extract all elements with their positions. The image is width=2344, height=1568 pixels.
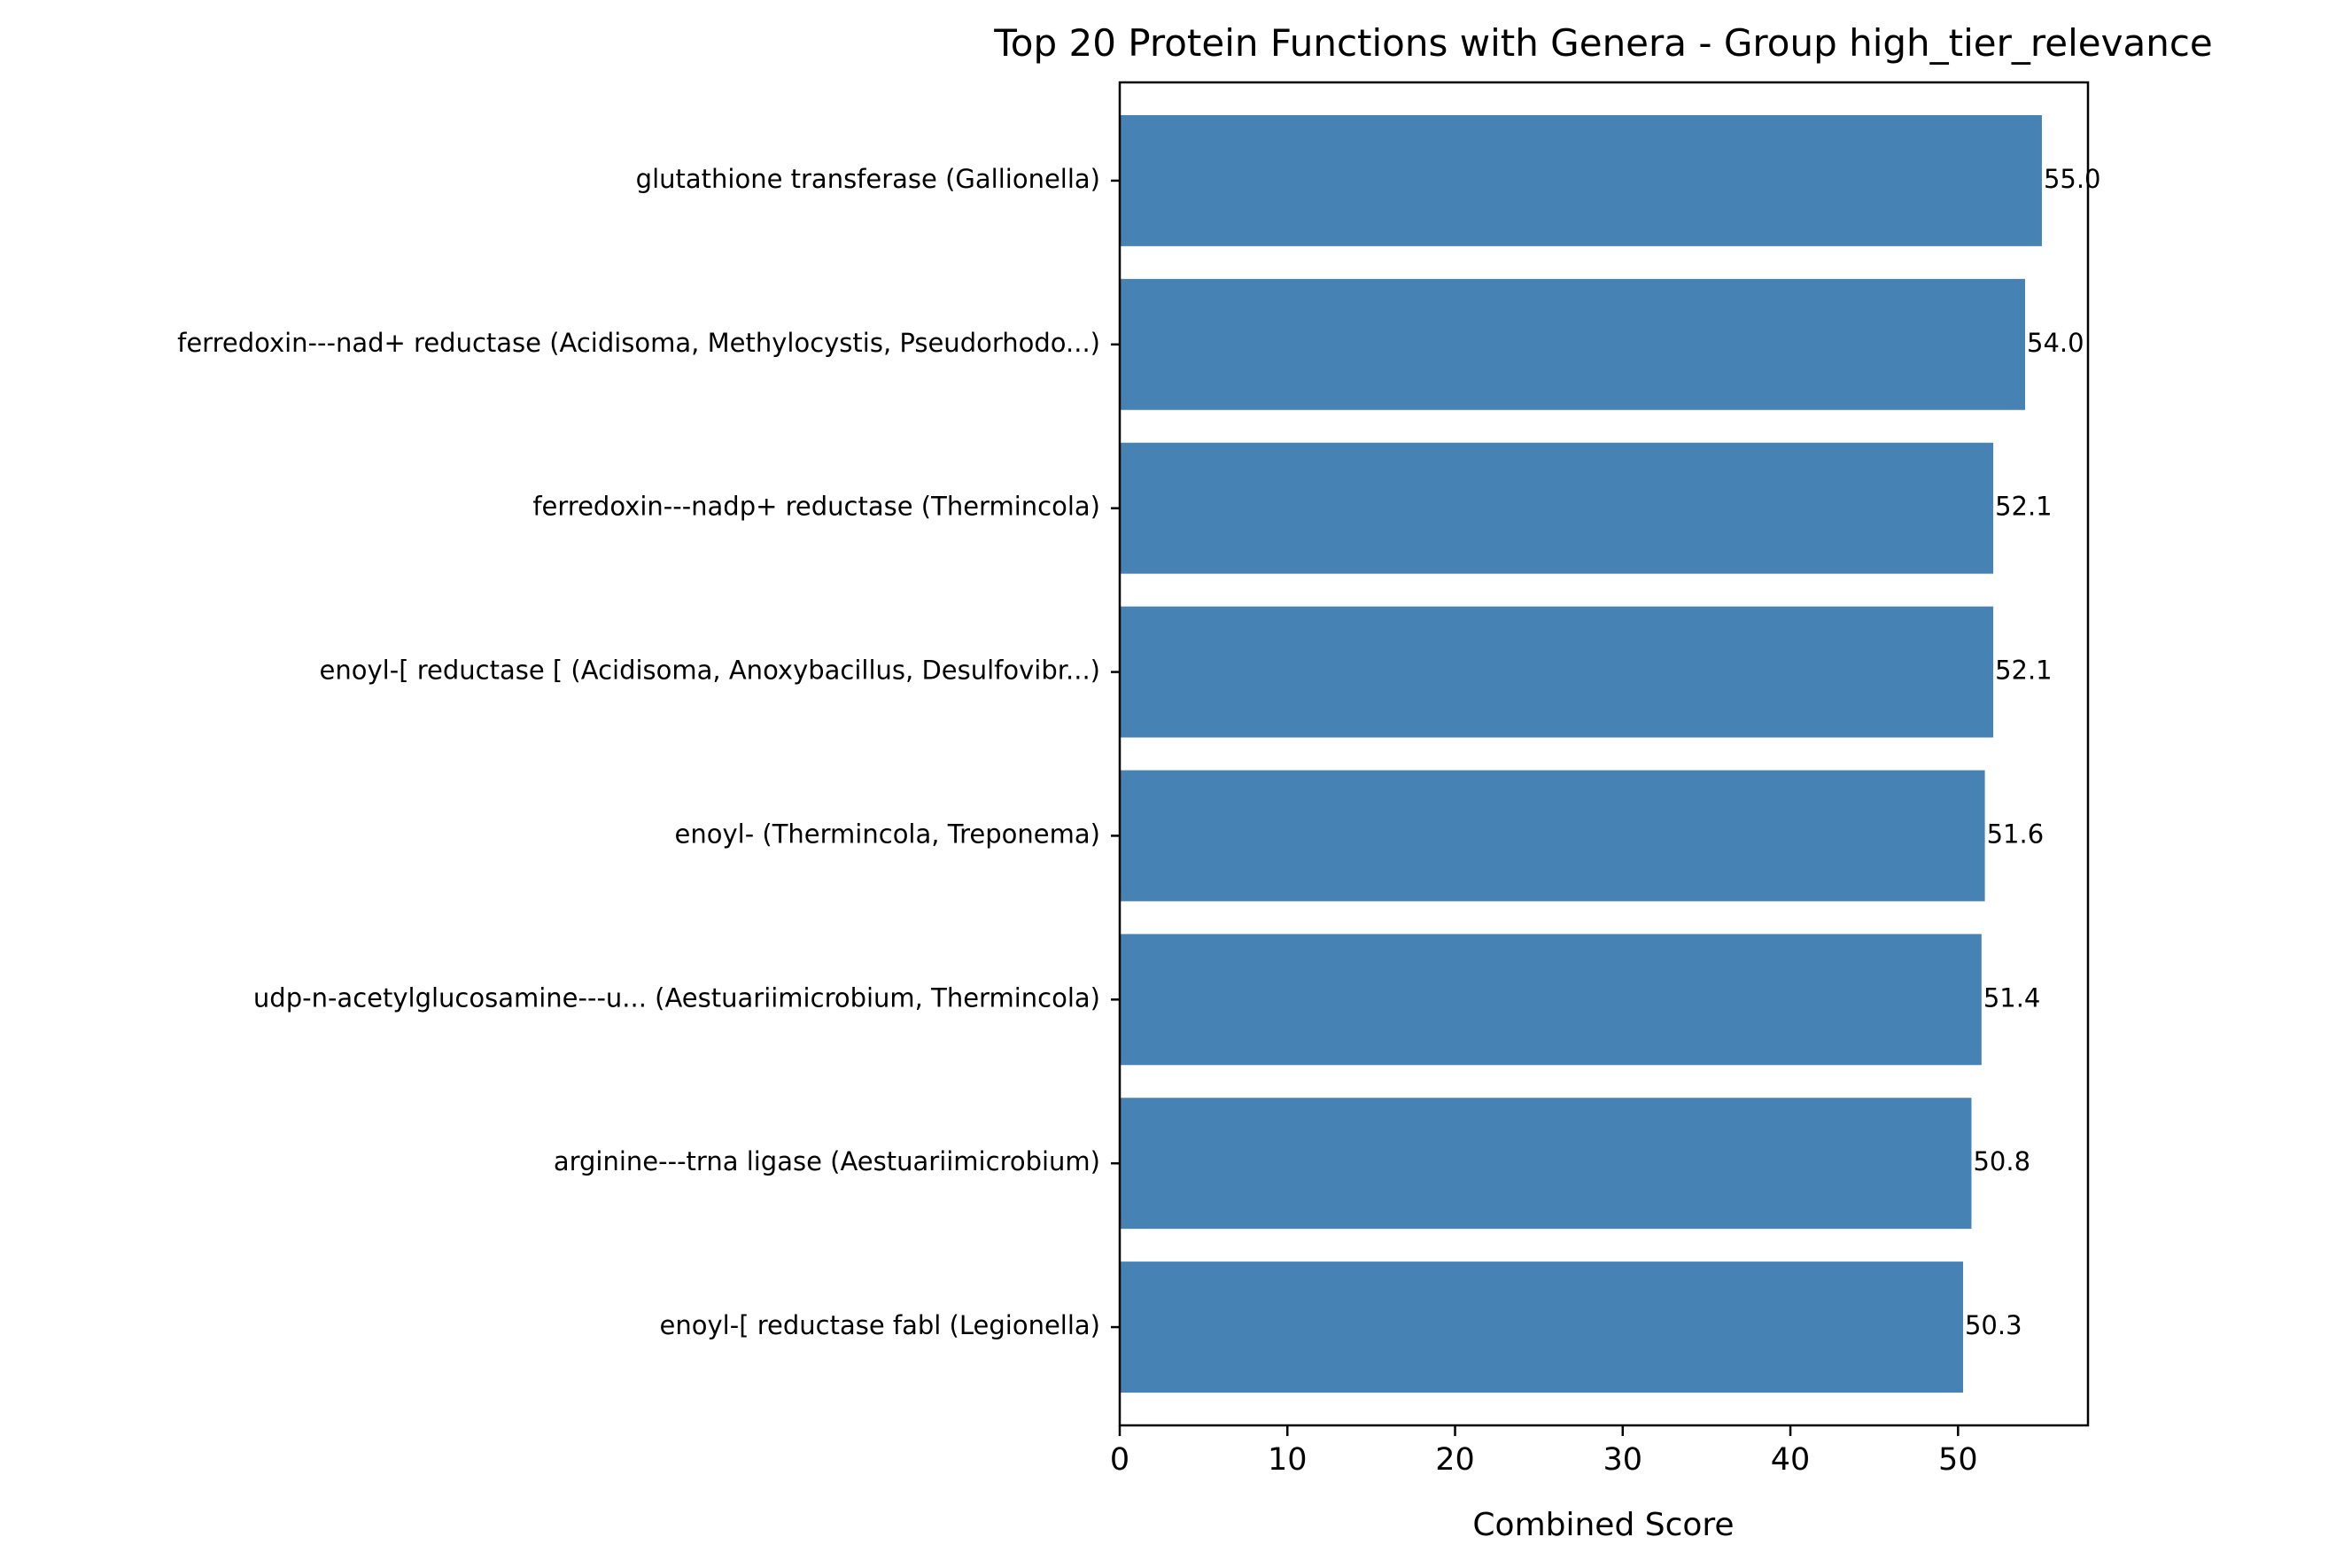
chart-title: Top 20 Protein Functions with Genera - G… [993,21,2213,65]
data-label: 52.1 [1995,656,2053,686]
bar [1120,278,2026,410]
x-tick-label: 10 [1268,1442,1308,1478]
category-label: ferredoxin---nadp+ reductase (Thermincol… [532,492,1100,522]
x-tick-label: 0 [1110,1442,1129,1478]
x-tick-label: 40 [1771,1442,1811,1478]
category-label: arginine---trna ligase (Aestuariimicrobi… [554,1146,1100,1176]
data-label: 51.6 [1987,819,2045,849]
bar [1120,1261,1963,1393]
x-axis: 0 10 20 30 40 50 [1110,1425,1978,1478]
bar [1120,1098,1972,1230]
bar [1120,606,1994,738]
x-tick-label: 30 [1603,1442,1643,1478]
plot-frame [1118,81,2090,1427]
data-label: 52.1 [1995,492,2053,522]
data-label: 50.3 [1965,1310,2022,1340]
data-label: 55.0 [2044,164,2101,194]
category-label: enoyl-[ reductase fabl (Legionella) [660,1310,1100,1340]
bar [1120,934,1982,1066]
category-labels: glutathione transferase (Gallionella) fer… [177,164,1120,1340]
x-tick-label: 20 [1435,1442,1475,1478]
value-labels: 55.0 54.0 52.1 52.1 51.6 51.4 50.8 50.3 [1965,164,2101,1340]
data-label: 54.0 [2027,328,2084,358]
x-tick-label: 50 [1938,1442,1978,1478]
category-label: enoyl- (Thermincola, Treponema) [675,819,1100,849]
category-label: glutathione transferase (Gallionella) [636,164,1100,194]
category-label: enoyl-[ reductase [ (Acidisoma, Anoxybac… [320,656,1100,686]
bar [1120,770,1985,902]
bar [1120,442,1994,574]
data-label: 50.8 [1973,1146,2030,1176]
bars-layer [1120,114,2042,1393]
bar [1120,114,2042,246]
data-label: 51.4 [1983,982,2041,1013]
category-label: udp-n-acetylglucosamine---u... (Aestuari… [253,982,1100,1013]
category-label: ferredoxin---nad+ reductase (Acidisoma, … [177,328,1100,358]
x-axis-label: Combined Score [1472,1507,1734,1543]
